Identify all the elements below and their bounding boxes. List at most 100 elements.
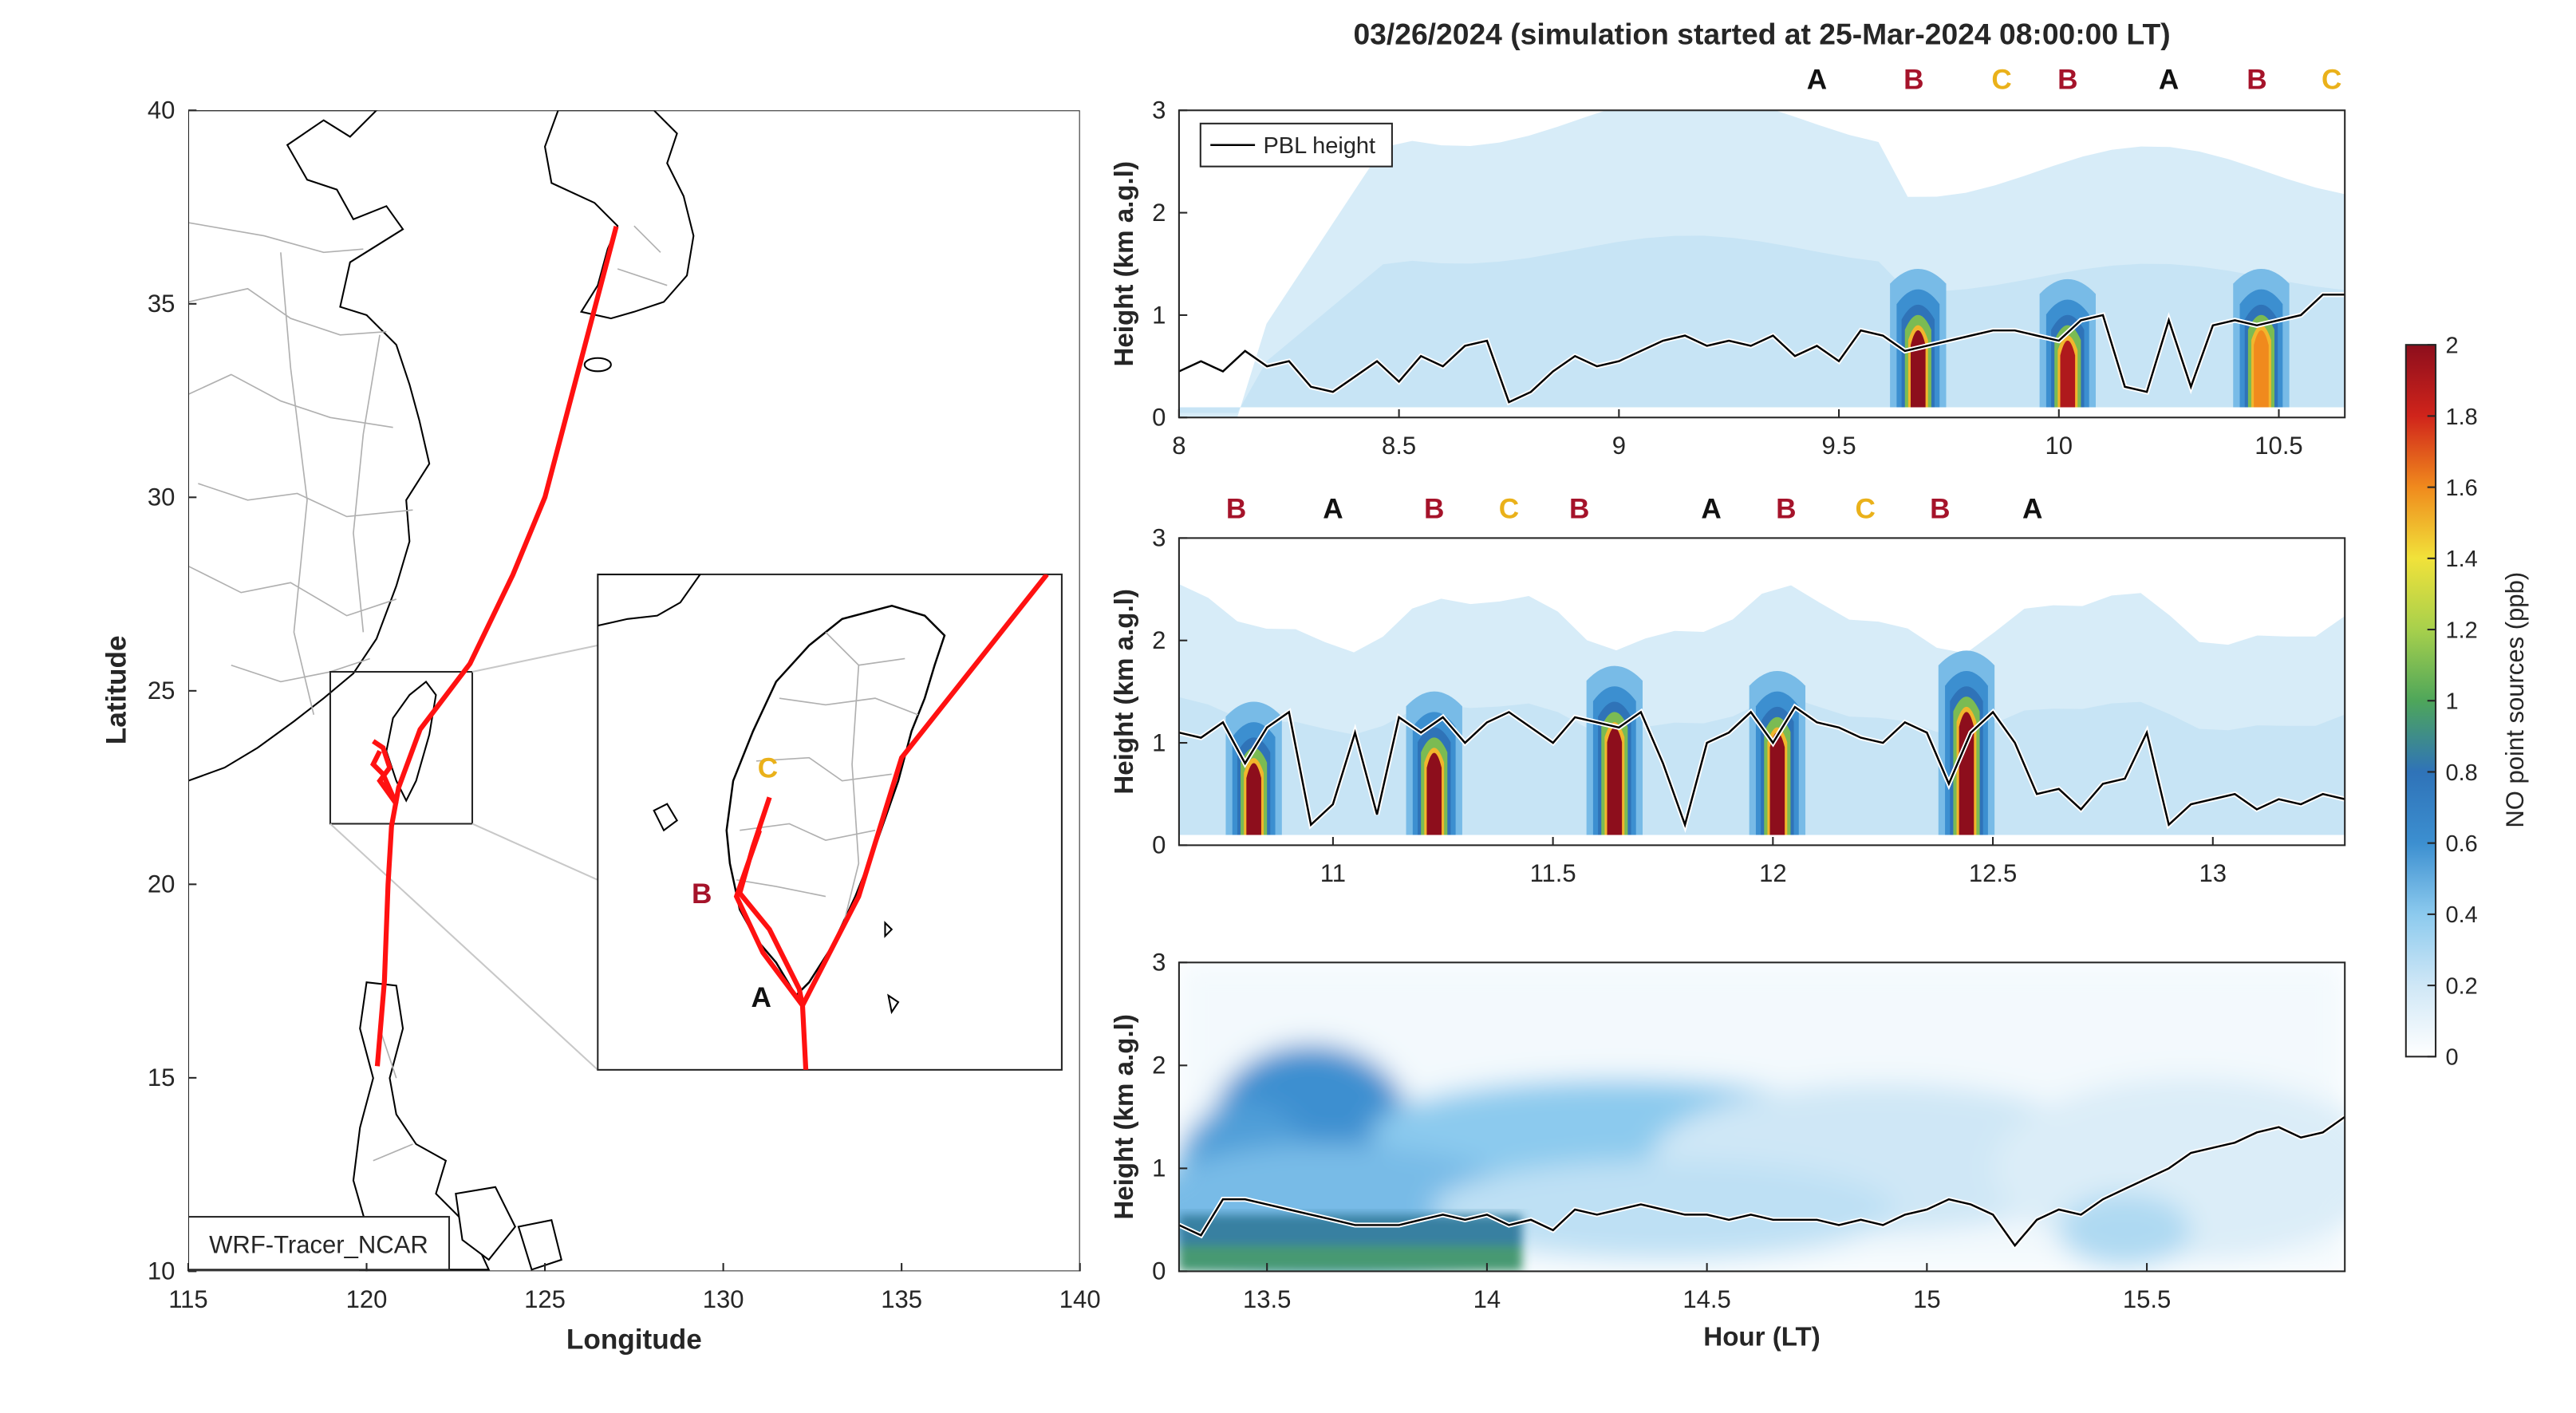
map-xtick-label: 140 (1059, 1285, 1101, 1313)
xtick-label: 9.5 (1821, 432, 1856, 460)
segment-label: A (1807, 64, 1827, 95)
ytick-label: 2 (1152, 626, 1166, 654)
diffuse-blob (1992, 1077, 2345, 1260)
flight-track (374, 225, 619, 1067)
ytick-label: 3 (1152, 949, 1166, 977)
taiwan-inset: C B A (597, 573, 1063, 1071)
map-ytick-label: 40 (148, 97, 176, 124)
map-xtick-label: 135 (881, 1285, 922, 1313)
plume-layer (2060, 340, 2076, 408)
segment-label: B (1930, 494, 1950, 525)
xtick-label: 15.5 (2123, 1285, 2171, 1313)
ytick-label: 3 (1152, 524, 1166, 552)
xtick-label: 11.5 (1530, 859, 1576, 887)
curtain-field (1178, 962, 2345, 1272)
map-ytick-label: 35 (148, 290, 176, 318)
pbl-line (1178, 294, 2345, 404)
segment-label: B (1776, 494, 1796, 525)
segment-label: A (2022, 494, 2042, 525)
map-panel: 115 120 125 130 135 140 10 15 20 25 30 35 40 Longitu… (101, 97, 1100, 1356)
pbl-line (1178, 1115, 2345, 1248)
xtick-label: 8.5 (1382, 432, 1416, 460)
curtain-panel-3: 13.5 14 14.5 15 15.5 0 1 2 3 Height (km a.g.l) (1110, 949, 2346, 1313)
taiwan-track-small (370, 739, 399, 806)
segment-label: B (1569, 494, 1589, 525)
curtain-field (1178, 110, 2345, 418)
colorbar-tick-label: 0.2 (2445, 973, 2477, 999)
map-ytick-label: 20 (148, 870, 176, 898)
ytick-label: 3 (1152, 97, 1166, 124)
map-ylabel: Latitude (101, 635, 132, 744)
plume-layer (1246, 763, 1261, 835)
panel-frame (1178, 537, 2346, 847)
ytick-label: 2 (1152, 199, 1166, 227)
colorbar-tick-label: 1.6 (2445, 476, 2477, 501)
colorbar-tick-label: 0.8 (2445, 760, 2477, 786)
map-xtick-label: 115 (168, 1285, 207, 1313)
xtick-label: 8 (1172, 432, 1185, 460)
ytick-label: 1 (1152, 728, 1166, 756)
ytick-label: 0 (1152, 404, 1166, 432)
segment-label: A (2159, 64, 2179, 95)
xtick-label: 15 (1913, 1285, 1941, 1313)
segment-label: A (1323, 494, 1343, 525)
curtain-field (1178, 538, 2345, 846)
map-ytick-label: 25 (148, 677, 176, 705)
segment-label: C (1991, 64, 2011, 95)
colorbar-tick-label: 0 (2445, 1045, 2458, 1071)
xtick-label: 14.5 (1682, 1285, 1730, 1313)
segment-label: B (1226, 494, 1246, 525)
xtick-label: 14 (1473, 1285, 1501, 1313)
colorbar-tick-label: 0.4 (2445, 902, 2477, 928)
segment-label: B (1424, 494, 1444, 525)
plume-layer (1911, 330, 1926, 408)
figure-title: 03/26/2024 (simulation started at 25-Mar… (1353, 17, 2170, 50)
segment-label: B (1903, 64, 1923, 95)
map-ytick-label: 10 (148, 1257, 176, 1285)
pbl-legend: PBL height (1199, 122, 1393, 168)
colorbar-tick-label: 1.2 (2445, 618, 2477, 643)
map-source-label: WRF-Tracer_NCAR (209, 1231, 428, 1259)
map-xlabel: Longitude (566, 1324, 702, 1356)
inset-label-a: A (751, 982, 771, 1013)
track-line (374, 225, 619, 1067)
xtick-label: 10.5 (2254, 432, 2302, 460)
inset-label-b: B (692, 878, 712, 910)
curtain-panel-1: 8 8.5 9 9.5 10 10.5 0 1 2 3 Height (km a.g.l) A B C B A… (1110, 64, 2346, 460)
colorbar: 0 0.2 0.4 0.6 0.8 1 1.2 1.4 1.6 1.8 2 NO point sou… (2404, 334, 2529, 1071)
surface-lightgreen (1178, 1245, 1523, 1272)
segment-label: C (1499, 494, 1519, 525)
ytick-label: 2 (1152, 1052, 1166, 1079)
ytick-label: 0 (1152, 831, 1166, 859)
map-xtick-label: 125 (524, 1285, 566, 1313)
plume-layer (1607, 727, 1623, 835)
map-ytick-label: 15 (148, 1064, 176, 1091)
colorbar-tick-label: 2 (2445, 334, 2458, 359)
ylabel: Height (km a.g.l) (1110, 161, 1139, 367)
colorbar-tick-label: 1.4 (2445, 547, 2477, 572)
plume-layer (1426, 752, 1442, 835)
ylabel: Height (km a.g.l) (1110, 589, 1139, 795)
colorbar-tick-label: 1 (2445, 689, 2458, 715)
xtick-label: 11 (1320, 859, 1346, 887)
colorbar-tick-label: 0.6 (2445, 831, 2477, 857)
map-ytick-label: 30 (148, 483, 176, 511)
xtick-label: 12 (1759, 859, 1787, 887)
panel-frame (1178, 109, 2346, 419)
curtain-xlabel: Hour (LT) (1703, 1323, 1821, 1352)
ytick-label: 1 (1152, 301, 1166, 329)
plume-layer (2254, 330, 2269, 408)
segment-label: B (2247, 64, 2266, 95)
map-xtick-label: 130 (703, 1285, 744, 1313)
legend-label: PBL height (1263, 133, 1375, 159)
xtick-label: 13 (2199, 859, 2227, 887)
plume-layer (1769, 732, 1785, 835)
colorbar-tick-label: 1.8 (2445, 405, 2477, 430)
ytick-label: 0 (1152, 1257, 1166, 1285)
diffuse-blob (2058, 1194, 2191, 1267)
xtick-label: 10 (2045, 432, 2073, 460)
segment-label: C (1855, 494, 1875, 525)
ylabel: Height (km a.g.l) (1110, 1014, 1139, 1220)
